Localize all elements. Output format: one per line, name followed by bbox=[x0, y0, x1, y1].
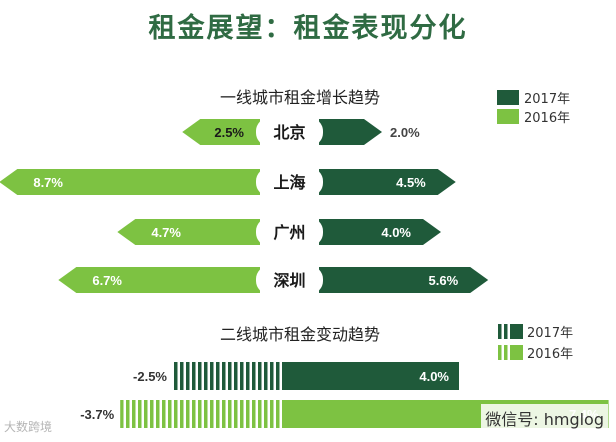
value-label-2016-1: 8.7% bbox=[33, 175, 63, 190]
legend-stripe-2016 bbox=[497, 345, 511, 360]
bar-2017-2 bbox=[319, 219, 441, 245]
value-label-2017-0: 2.0% bbox=[390, 125, 420, 140]
city-label-box-0 bbox=[256, 118, 323, 146]
tier2-title: 二线城市租金变动趋势 bbox=[220, 325, 380, 344]
value-label-pos-0: 4.0% bbox=[419, 369, 449, 384]
bar-pos-0 bbox=[283, 362, 459, 390]
value-label-2017-3: 5.6% bbox=[429, 273, 459, 288]
bar-2016-0 bbox=[182, 119, 260, 145]
tier1-legend: 2017年 2016年 bbox=[497, 90, 570, 126]
bar-2017-0 bbox=[319, 119, 382, 145]
city-label-3: 深圳 bbox=[273, 271, 305, 290]
city-label-box-3 bbox=[256, 266, 323, 294]
legend-solid-2017 bbox=[511, 324, 523, 339]
bar-2017-1 bbox=[319, 169, 456, 195]
legend-solid-2016 bbox=[511, 345, 523, 360]
value-label-2017-1: 4.5% bbox=[396, 175, 426, 190]
legend-label-2017: 2017年 bbox=[524, 92, 570, 107]
legend-stripe-2017 bbox=[497, 324, 511, 339]
footer-wechat-id: 微信号: hmglog bbox=[481, 404, 608, 432]
tier2-rows: -2.5%4.0%-3.7%7.4% bbox=[80, 362, 609, 428]
value-label-neg-0: -2.5% bbox=[133, 369, 167, 384]
value-label-2017-2: 4.0% bbox=[381, 225, 411, 240]
city-label-2: 广州 bbox=[273, 223, 305, 242]
tier2-legend: 2017年 2016年 bbox=[497, 324, 573, 362]
bar-2017-3 bbox=[319, 267, 489, 293]
page-title: 租金展望：租金表现分化 bbox=[148, 13, 468, 44]
city-label-box-2 bbox=[256, 218, 323, 246]
legend-label-2017-tier2: 2017年 bbox=[527, 326, 573, 341]
legend-label-2016: 2016年 bbox=[524, 111, 570, 126]
footer-watermark: 大数跨境 bbox=[4, 420, 53, 434]
bar-neg-1 bbox=[120, 400, 283, 428]
tier1-title: 一线城市租金增长趋势 bbox=[220, 88, 380, 107]
legend-swatch-2017 bbox=[497, 90, 519, 105]
bar-2016-3 bbox=[58, 267, 260, 293]
bar-2016-2 bbox=[117, 219, 260, 245]
bar-2016-1 bbox=[0, 169, 260, 195]
bar-neg-0 bbox=[173, 362, 283, 390]
legend-label-2016-tier2: 2016年 bbox=[527, 347, 573, 362]
value-label-neg-1: -3.7% bbox=[80, 407, 114, 422]
value-label-2016-3: 6.7% bbox=[92, 273, 122, 288]
value-label-2016-0: 2.5% bbox=[214, 125, 244, 140]
legend-swatch-2016 bbox=[497, 109, 519, 124]
tier1-rows: 北京 2.5% 2.0% 上海 8.7% 4.5% 广州 4.7% 4.0% 深圳 6.7% 5.6% bbox=[0, 118, 489, 294]
city-label-1: 上海 bbox=[273, 173, 305, 192]
city-label-0: 北京 bbox=[273, 123, 305, 142]
city-label-box-1 bbox=[256, 168, 323, 196]
value-label-2016-2: 4.7% bbox=[151, 225, 181, 240]
